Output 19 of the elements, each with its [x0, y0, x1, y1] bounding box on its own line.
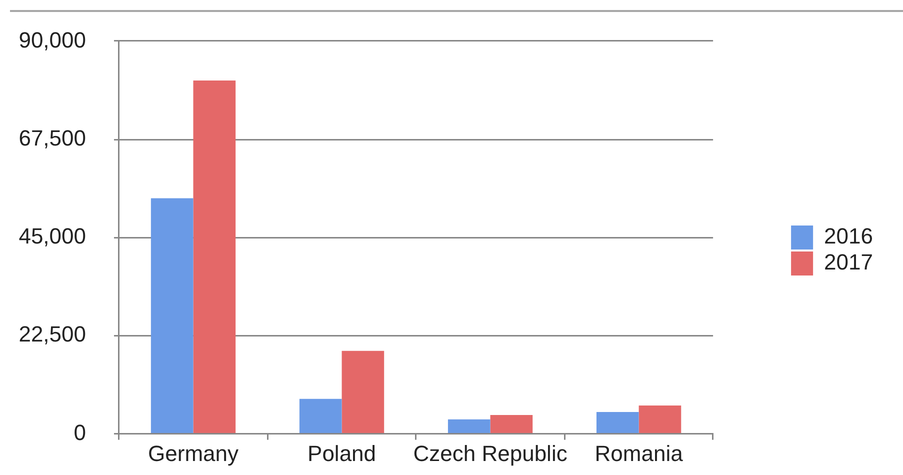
legend-label: 2017: [824, 250, 874, 275]
y-tick-label: 22,500: [18, 322, 86, 347]
bar: [448, 419, 490, 434]
x-tick-label: Germany: [148, 441, 238, 466]
bar: [638, 405, 682, 434]
bar: [342, 350, 384, 434]
x-tick-label: Poland: [308, 441, 376, 466]
bar: [150, 198, 194, 434]
x-tick-label: Romania: [594, 441, 684, 466]
y-tick-label: 90,000: [18, 27, 86, 52]
y-tick-label: 0: [74, 420, 86, 445]
legend-label: 2016: [824, 224, 874, 249]
x-tick-label: Czech Republic: [413, 441, 568, 466]
bar: [193, 80, 236, 434]
y-tick-label: 67,500: [18, 125, 86, 150]
y-tick-label: 45,000: [18, 224, 86, 249]
bar: [490, 415, 533, 434]
bar: [596, 412, 639, 434]
bar: [299, 398, 342, 434]
